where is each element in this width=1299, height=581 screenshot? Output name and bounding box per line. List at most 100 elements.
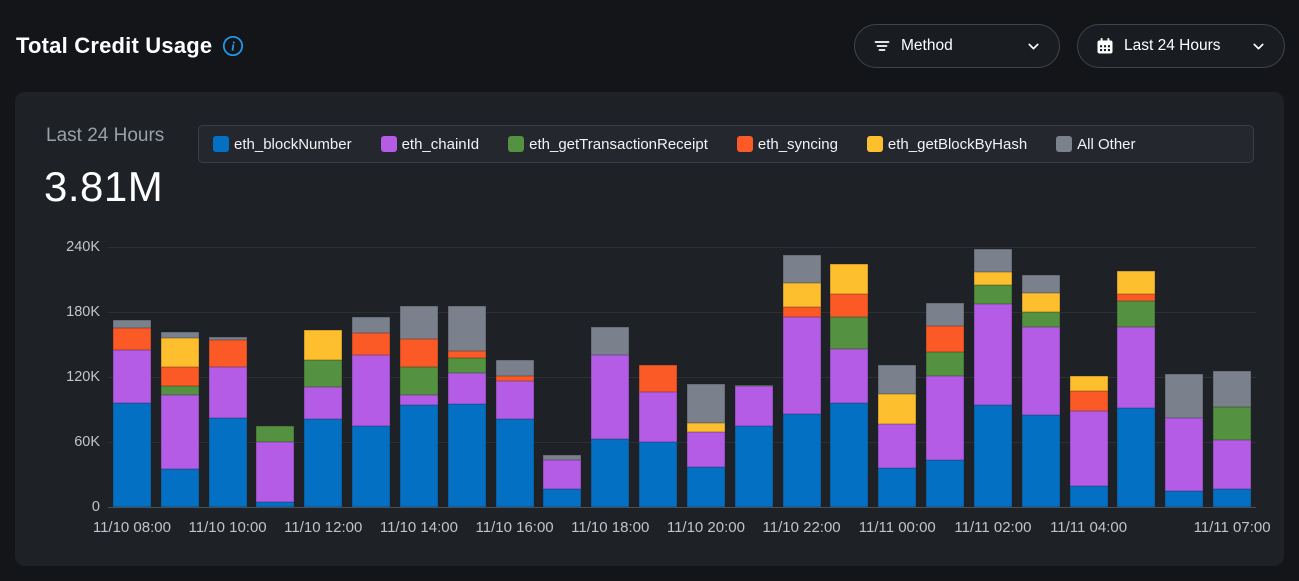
bar[interactable] xyxy=(1021,275,1060,507)
bar-segment[interactable] xyxy=(878,365,917,395)
bar[interactable] xyxy=(447,305,486,507)
bar-segment[interactable] xyxy=(543,460,582,489)
bar-segment[interactable] xyxy=(1213,407,1252,440)
bar-segment[interactable] xyxy=(1069,391,1108,411)
bar-segment[interactable] xyxy=(399,367,438,396)
bar[interactable] xyxy=(830,264,869,507)
bar[interactable] xyxy=(878,365,917,507)
bar-segment[interactable] xyxy=(304,330,343,360)
bar-segment[interactable] xyxy=(1117,293,1156,302)
bar-segment[interactable] xyxy=(543,488,582,507)
bar-segment[interactable] xyxy=(112,349,151,403)
bar-segment[interactable] xyxy=(256,442,295,502)
bar-segment[interactable] xyxy=(830,264,869,294)
bar-segment[interactable] xyxy=(112,319,151,329)
bar-segment[interactable] xyxy=(830,403,869,507)
bar-segment[interactable] xyxy=(734,385,773,426)
bar-segment[interactable] xyxy=(686,422,725,433)
bar[interactable] xyxy=(734,384,773,507)
bar-segment[interactable] xyxy=(447,351,486,358)
bar-segment[interactable] xyxy=(495,381,534,420)
bar-segment[interactable] xyxy=(830,293,869,318)
bar-segment[interactable] xyxy=(399,305,438,340)
bar-segment[interactable] xyxy=(591,438,630,507)
bar-segment[interactable] xyxy=(734,384,773,386)
bar-segment[interactable] xyxy=(1213,439,1252,489)
bar-segment[interactable] xyxy=(495,359,534,376)
bar-segment[interactable] xyxy=(112,403,151,507)
bar-segment[interactable] xyxy=(447,372,486,405)
bar-segment[interactable] xyxy=(399,339,438,368)
bar-segment[interactable] xyxy=(447,404,486,507)
bar-segment[interactable] xyxy=(973,284,1012,305)
bar-segment[interactable] xyxy=(352,355,391,426)
bar-segment[interactable] xyxy=(591,327,630,356)
bar[interactable] xyxy=(1069,375,1108,507)
method-filter-dropdown[interactable]: Method xyxy=(854,24,1060,68)
bar[interactable] xyxy=(112,319,151,507)
bar-segment[interactable] xyxy=(830,348,869,403)
bar-segment[interactable] xyxy=(734,425,773,507)
bar-segment[interactable] xyxy=(352,425,391,507)
bar-segment[interactable] xyxy=(1165,373,1204,419)
bar-segment[interactable] xyxy=(926,352,965,376)
bar-segment[interactable] xyxy=(447,357,486,373)
bar-segment[interactable] xyxy=(160,331,199,339)
bar-segment[interactable] xyxy=(1021,292,1060,313)
bar-segment[interactable] xyxy=(208,340,247,368)
bar-segment[interactable] xyxy=(160,338,199,368)
bar[interactable] xyxy=(304,330,343,507)
bar-segment[interactable] xyxy=(447,305,486,352)
bar-segment[interactable] xyxy=(543,455,582,461)
bar-segment[interactable] xyxy=(639,442,678,507)
bar-segment[interactable] xyxy=(495,375,534,382)
time-range-dropdown[interactable]: Last 24 Hours xyxy=(1077,24,1285,68)
bar[interactable] xyxy=(352,317,391,507)
bar-segment[interactable] xyxy=(495,419,534,507)
bar-segment[interactable] xyxy=(973,405,1012,507)
bar-segment[interactable] xyxy=(208,367,247,419)
bar-segment[interactable] xyxy=(256,425,295,443)
bar-segment[interactable] xyxy=(1213,370,1252,408)
bar[interactable] xyxy=(1117,270,1156,507)
bar-segment[interactable] xyxy=(1069,486,1108,507)
bar[interactable] xyxy=(591,327,630,507)
bar-segment[interactable] xyxy=(782,413,821,507)
bar-segment[interactable] xyxy=(1021,312,1060,328)
bar-segment[interactable] xyxy=(304,359,343,387)
bar-segment[interactable] xyxy=(1069,410,1108,487)
bar-segment[interactable] xyxy=(1117,327,1156,409)
bar-segment[interactable] xyxy=(782,282,821,307)
bar-segment[interactable] xyxy=(160,395,199,470)
bar-segment[interactable] xyxy=(304,386,343,420)
bar-segment[interactable] xyxy=(399,405,438,507)
bar[interactable] xyxy=(399,305,438,507)
bar-segment[interactable] xyxy=(1213,488,1252,507)
bar-segment[interactable] xyxy=(352,332,391,356)
bar-segment[interactable] xyxy=(304,419,343,507)
bar-segment[interactable] xyxy=(1117,301,1156,328)
bar[interactable] xyxy=(1213,370,1252,507)
bar[interactable] xyxy=(256,425,295,507)
bar[interactable] xyxy=(926,303,965,507)
bar[interactable] xyxy=(686,383,725,507)
bar-segment[interactable] xyxy=(1021,275,1060,293)
bar-segment[interactable] xyxy=(256,501,295,507)
bar-segment[interactable] xyxy=(926,303,965,327)
bar-segment[interactable] xyxy=(830,317,869,349)
bar-segment[interactable] xyxy=(686,432,725,467)
bar-segment[interactable] xyxy=(782,254,821,283)
bar-segment[interactable] xyxy=(1021,327,1060,415)
bar-segment[interactable] xyxy=(208,336,247,341)
bar-segment[interactable] xyxy=(208,418,247,507)
bar-segment[interactable] xyxy=(112,328,151,350)
bar-segment[interactable] xyxy=(973,249,1012,272)
bar-segment[interactable] xyxy=(160,469,199,507)
bar[interactable] xyxy=(973,249,1012,507)
bar-segment[interactable] xyxy=(1069,375,1108,392)
bar-segment[interactable] xyxy=(782,306,821,318)
bar-segment[interactable] xyxy=(591,355,630,439)
bar-segment[interactable] xyxy=(686,383,725,423)
bar-segment[interactable] xyxy=(686,466,725,507)
bar-segment[interactable] xyxy=(878,423,917,468)
